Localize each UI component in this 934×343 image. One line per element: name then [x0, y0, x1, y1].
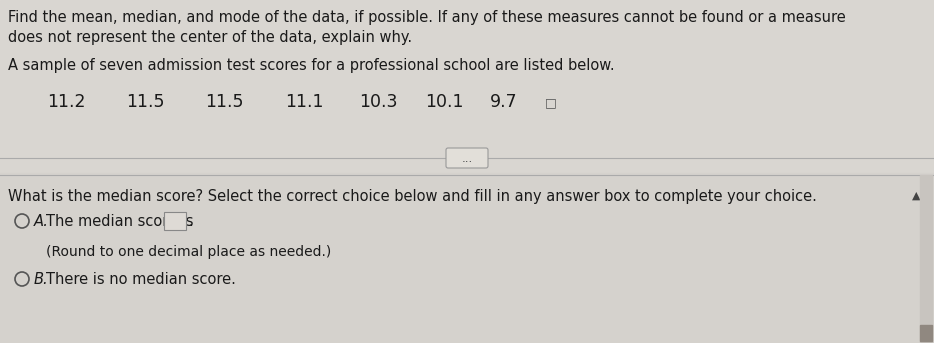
Text: does not represent the center of the data, explain why.: does not represent the center of the dat… — [8, 30, 412, 45]
Text: 11.1: 11.1 — [285, 93, 323, 111]
Bar — [920, 175, 932, 343]
Bar — [0, 0, 934, 173]
Bar — [0, 173, 934, 343]
Text: 11.2: 11.2 — [47, 93, 85, 111]
Text: The median score is: The median score is — [46, 213, 193, 228]
Text: There is no median score.: There is no median score. — [46, 272, 236, 286]
Text: Find the mean, median, and mode of the data, if possible. If any of these measur: Find the mean, median, and mode of the d… — [8, 10, 846, 25]
Text: 11.5: 11.5 — [126, 93, 164, 111]
Text: 11.5: 11.5 — [205, 93, 244, 111]
FancyBboxPatch shape — [446, 148, 488, 168]
Text: □: □ — [545, 96, 557, 109]
Bar — [920, 325, 932, 341]
Text: A sample of seven admission test scores for a professional school are listed bel: A sample of seven admission test scores … — [8, 58, 615, 73]
Text: 9.7: 9.7 — [490, 93, 518, 111]
Text: 10.3: 10.3 — [360, 93, 398, 111]
Text: B.: B. — [34, 272, 49, 286]
Text: A.: A. — [34, 213, 49, 228]
Text: ▲: ▲ — [912, 191, 920, 201]
Text: 10.1: 10.1 — [425, 93, 463, 111]
Text: What is the median score? Select the correct choice below and fill in any answer: What is the median score? Select the cor… — [8, 189, 817, 204]
Text: ...: ... — [461, 152, 473, 165]
Text: (Round to one decimal place as needed.): (Round to one decimal place as needed.) — [46, 245, 332, 259]
Bar — [164, 212, 186, 230]
Text: .: . — [188, 213, 192, 228]
